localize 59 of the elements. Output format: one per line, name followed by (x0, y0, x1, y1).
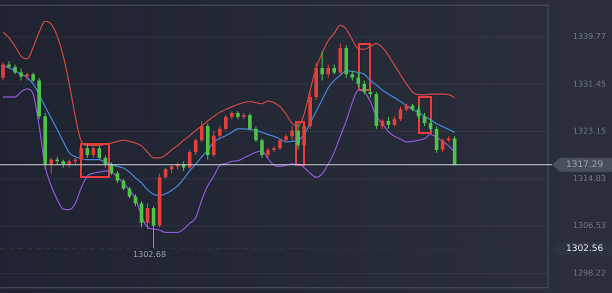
y-tick-label: 1339.77 (572, 32, 606, 41)
candlestick (302, 120, 306, 149)
candlestick (326, 64, 330, 78)
candlestick (224, 114, 228, 132)
candlestick (278, 138, 282, 150)
candlestick (122, 178, 126, 191)
candlestick (332, 64, 336, 75)
y-tick-label: 1314.83 (572, 174, 606, 183)
candlestick (218, 126, 222, 140)
candlestick (428, 118, 432, 132)
candlestick (392, 116, 396, 128)
ref-line-label: 1302.56 (566, 244, 604, 254)
candlestick (386, 116, 390, 130)
candlestick (290, 126, 294, 141)
candlestick (13, 64, 17, 75)
candlestick (170, 164, 174, 174)
candlestick (31, 72, 35, 83)
candlestick (98, 145, 102, 160)
candlestick (200, 120, 204, 142)
candlestick (49, 157, 53, 174)
candlestick (104, 155, 108, 168)
candlestick (260, 138, 264, 158)
candlestick (398, 106, 402, 122)
candlestick (92, 144, 96, 158)
candlestick (146, 202, 150, 230)
candlestick (188, 149, 192, 170)
candlestick (164, 167, 168, 180)
candlestick (434, 126, 438, 154)
line-series (2, 20, 456, 158)
candlestick (212, 130, 216, 158)
candlestick (248, 112, 252, 132)
candlestick (79, 144, 84, 164)
y-tick-label: 1323.15 (572, 126, 606, 136)
line-series (2, 65, 456, 196)
candlestick (416, 105, 420, 120)
ref-line-label: 1317.29 (566, 160, 604, 170)
candlestick (128, 186, 132, 199)
y-tick-label: 1298.22 (572, 268, 606, 278)
candlestick (254, 126, 258, 142)
candlestick (194, 138, 198, 156)
candlestick (19, 68, 23, 81)
candlestick (440, 138, 444, 153)
candlestick (86, 144, 90, 158)
candlestick (362, 80, 366, 95)
candlestick (356, 72, 360, 88)
candlestick (1, 62, 5, 81)
candlestick (320, 50, 324, 81)
y-tick-label: 1306.53 (572, 221, 606, 230)
annotation: 1302.68 (133, 250, 166, 259)
candlestick (266, 148, 270, 158)
y-tick-label: 1331.45 (572, 79, 606, 88)
candlestick (350, 70, 354, 81)
candlestick (380, 118, 384, 130)
candlestick (116, 170, 120, 184)
candlestick (296, 122, 300, 150)
candlestick (152, 206, 156, 248)
candlestick (140, 200, 144, 228)
candlestick (134, 194, 138, 207)
candlestick (422, 112, 426, 127)
